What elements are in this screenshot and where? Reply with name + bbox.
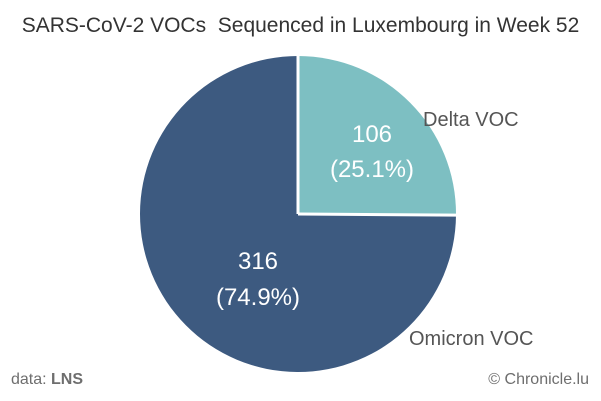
slice-separator-line [297,212,458,217]
copyright-credit: © Chronicle.lu [488,371,589,388]
slice-percent-label: (25.1%) [330,156,414,183]
slice-category-label: Omicron VOC [409,328,533,350]
slice-value-label: 316 [238,248,278,275]
slice-category-label: Delta VOC [423,109,519,131]
data-source: data: LNS [11,371,83,389]
pie-slice-delta-voc [298,56,457,216]
slice-value-label: 106 [352,121,392,148]
pie-labels: 106 (25.1%) Delta VOC 316 (74.9%) Omicron VOC [216,109,533,350]
source-prefix: data: [11,371,52,388]
slice-separators [296,55,458,217]
source-name: LNS [51,371,84,388]
chart-title: SARS-CoV-2 VOCs Sequenced in Luxembourg … [21,14,580,37]
slice-percent-label: (74.9%) [216,284,300,311]
